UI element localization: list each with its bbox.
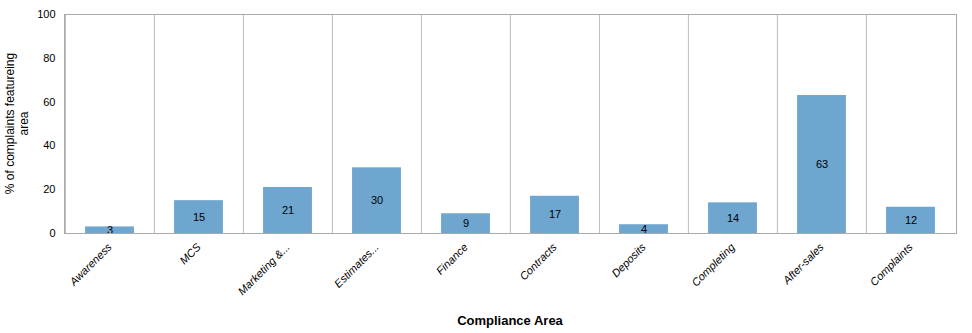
svg-text:4: 4	[641, 223, 647, 235]
svg-text:0: 0	[49, 227, 55, 239]
svg-text:Compliance Area: Compliance Area	[457, 313, 563, 328]
svg-text:14: 14	[727, 212, 739, 224]
svg-text:Estimates...: Estimates...	[332, 241, 381, 290]
svg-text:After-sales: After-sales	[780, 240, 827, 287]
svg-text:Contracts: Contracts	[517, 240, 559, 282]
svg-text:Finance: Finance	[434, 241, 470, 277]
svg-text:MCS: MCS	[177, 240, 203, 266]
svg-text:15: 15	[193, 211, 205, 223]
svg-text:21: 21	[282, 204, 294, 216]
svg-text:Complaints: Complaints	[868, 240, 916, 288]
svg-text:% of complaints featureingarea: % of complaints featureingarea	[3, 53, 31, 194]
svg-text:Completing: Completing	[689, 240, 737, 288]
svg-text:12: 12	[905, 214, 917, 226]
svg-text:9: 9	[463, 217, 469, 229]
svg-text:100: 100	[37, 8, 55, 20]
svg-text:Marketing &...: Marketing &...	[235, 241, 291, 297]
svg-text:63: 63	[816, 158, 828, 170]
svg-text:Awareness: Awareness	[66, 240, 114, 288]
svg-text:Deposits: Deposits	[609, 240, 648, 279]
svg-text:40: 40	[43, 139, 55, 151]
svg-text:60: 60	[43, 96, 55, 108]
svg-text:3: 3	[106, 223, 114, 236]
svg-text:80: 80	[43, 52, 55, 64]
svg-text:17: 17	[549, 208, 561, 220]
svg-text:20: 20	[43, 183, 55, 195]
svg-text:30: 30	[371, 194, 383, 206]
